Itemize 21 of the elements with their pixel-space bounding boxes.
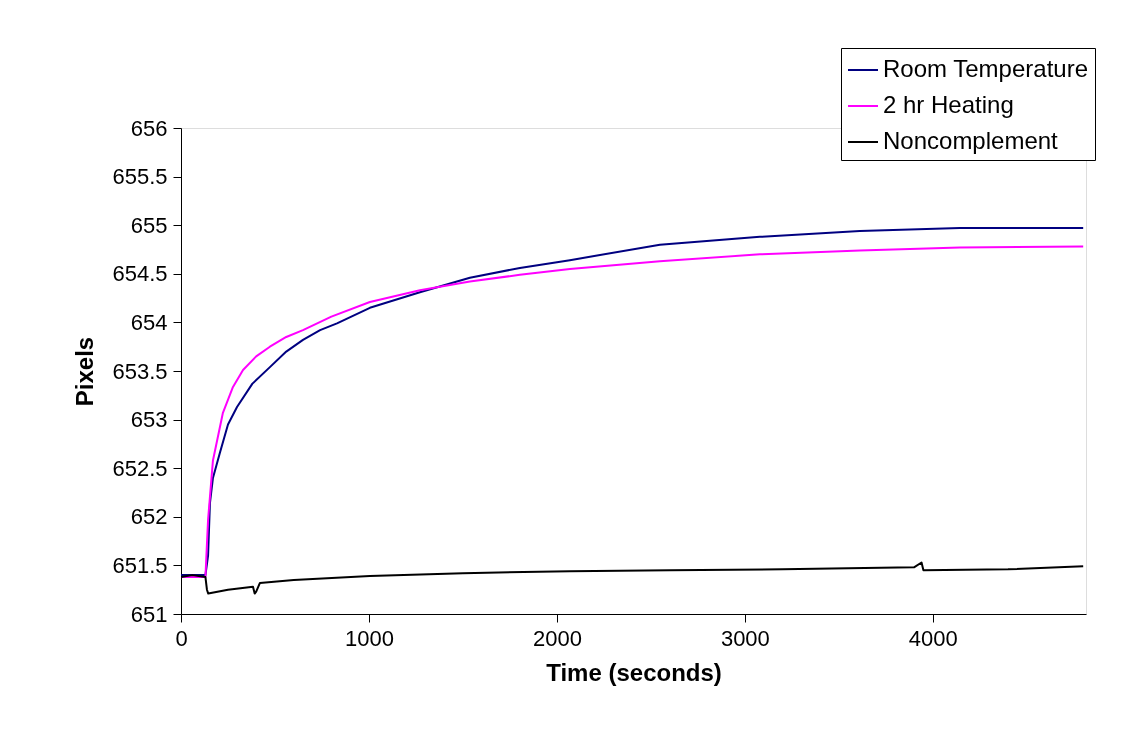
x-axis-title: Time (seconds) bbox=[546, 658, 722, 686]
y-tick-label: 654.5 bbox=[112, 261, 168, 287]
x-tick-label: 1000 bbox=[344, 625, 394, 651]
y-tick-label: 653.5 bbox=[112, 358, 168, 384]
y-tick-label: 652 bbox=[130, 504, 168, 530]
x-tick-label: 0 bbox=[175, 625, 188, 651]
x-tick-label: 3000 bbox=[720, 625, 770, 651]
y-tick-label: 655 bbox=[130, 212, 168, 238]
y-tick-label: 652.5 bbox=[112, 455, 168, 481]
y-tick-label: 654 bbox=[130, 309, 168, 335]
y-tick-label: 651.5 bbox=[112, 552, 168, 578]
y-axis-title: Pixels bbox=[71, 336, 99, 407]
legend-label: Noncomplement bbox=[883, 127, 1059, 154]
y-tick-label: 655.5 bbox=[112, 164, 168, 190]
x-tick-label: 4000 bbox=[908, 625, 958, 651]
x-tick-label: 2000 bbox=[532, 625, 582, 651]
y-tick-label: 656 bbox=[130, 115, 168, 141]
y-tick-label: 651 bbox=[130, 601, 168, 627]
y-tick-label: 653 bbox=[130, 407, 168, 433]
legend-label: 2 hr Heating bbox=[883, 91, 1014, 118]
legend-label: Room Temperature bbox=[883, 55, 1088, 82]
